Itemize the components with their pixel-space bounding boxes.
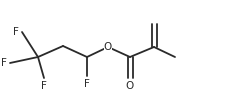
- Text: F: F: [84, 79, 90, 89]
- Text: F: F: [13, 27, 19, 37]
- Text: F: F: [41, 81, 47, 91]
- Text: O: O: [104, 42, 112, 52]
- Text: O: O: [126, 81, 134, 91]
- Text: F: F: [1, 58, 7, 68]
